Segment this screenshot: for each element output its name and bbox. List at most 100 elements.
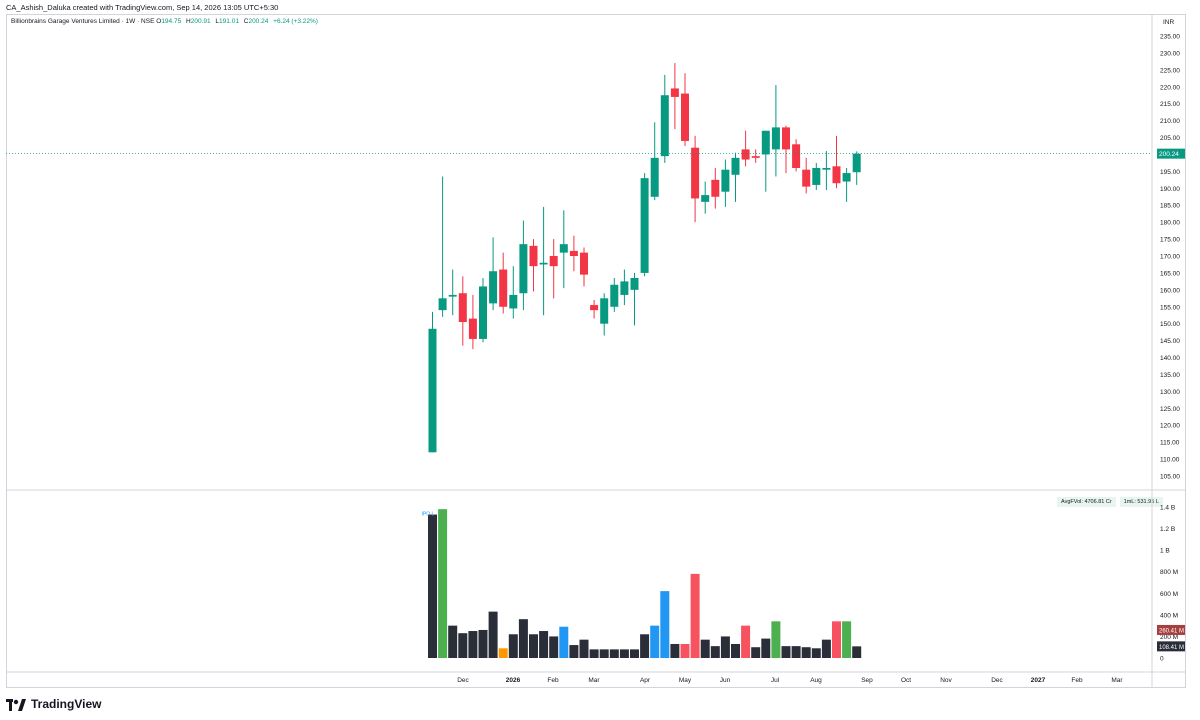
- open-value: 194.75: [161, 18, 182, 25]
- volume-bar: [529, 634, 538, 658]
- candle-body: [721, 169, 730, 192]
- candle-body: [650, 157, 659, 197]
- candle-body: [428, 328, 437, 453]
- volume-bar: [842, 621, 852, 658]
- time-tick-label: Apr: [640, 677, 651, 684]
- volume-bar: [660, 591, 670, 658]
- ipo-marker-label: IPO L: [422, 512, 435, 518]
- candle-body: [741, 149, 750, 160]
- volume-badge-1-label: 260.41 M: [1159, 628, 1184, 634]
- volume-bar: [650, 625, 660, 658]
- price-tick-label: 110.00: [1160, 457, 1180, 464]
- symbol-legend: Billionbrains Garage Ventures Limited · …: [11, 18, 318, 25]
- volume-bar: [640, 634, 650, 658]
- price-tick-label: 170.00: [1160, 254, 1180, 261]
- price-tick-label: 160.00: [1160, 287, 1180, 294]
- tradingview-logo[interactable]: TradingView: [6, 697, 101, 711]
- candle-body: [782, 127, 790, 150]
- volume-bar: [549, 636, 559, 658]
- high-label: H: [186, 18, 191, 25]
- volume-tick-label: 1 B: [1160, 548, 1170, 555]
- volume-bar: [741, 625, 751, 658]
- candle-body: [438, 298, 447, 311]
- volume-bar: [811, 648, 821, 658]
- volume-bar: [609, 649, 619, 658]
- volume-bar: [518, 619, 528, 658]
- candle-body: [519, 244, 528, 294]
- volume-tick-label: 400 M: [1160, 612, 1178, 619]
- price-tick-label: 210.00: [1160, 118, 1180, 125]
- volume-bar: [670, 643, 680, 658]
- chart-credit: CA_Ashish_Daluka created with TradingVie…: [6, 3, 279, 12]
- volume-bar: [438, 509, 448, 658]
- time-tick-label: Sep: [861, 677, 873, 684]
- volume-bar: [832, 621, 841, 658]
- volume-bar: [690, 573, 700, 658]
- close-value: 200.24: [248, 18, 269, 25]
- volume-bar: [821, 639, 831, 658]
- price-tick-label: 235.00: [1160, 34, 1180, 41]
- time-tick-label: Jun: [720, 677, 731, 684]
- candle-body: [499, 269, 508, 307]
- volume-bar: [801, 647, 811, 658]
- time-tick-label: Mar: [588, 677, 600, 684]
- volume-badge-1: [1157, 624, 1185, 635]
- volume-badge-2: [1157, 641, 1185, 652]
- candle-body: [448, 294, 457, 297]
- time-tick-label: Feb: [1071, 677, 1083, 684]
- candle-body: [681, 93, 689, 141]
- symbol-name[interactable]: Billionbrains Garage Ventures Limited · …: [11, 18, 155, 25]
- candle-body: [660, 95, 669, 157]
- candle-body: [812, 168, 821, 185]
- price-tick-label: 205.00: [1160, 135, 1180, 142]
- time-tick-label: Jul: [771, 677, 780, 684]
- candle-body: [852, 153, 861, 173]
- volume-bar: [448, 625, 458, 658]
- open-label: O: [156, 18, 162, 25]
- volume-bar: [720, 636, 730, 658]
- volume-bar: [488, 611, 498, 658]
- volume-bar: [630, 649, 639, 658]
- time-tick-label: Dec: [457, 677, 469, 684]
- price-tick-label: 180.00: [1160, 220, 1180, 227]
- candle-body: [802, 169, 811, 187]
- candle-body: [580, 252, 588, 275]
- candle-body: [600, 298, 609, 324]
- candle-body: [630, 278, 639, 290]
- candle-body: [832, 166, 841, 184]
- candle-body: [771, 127, 780, 150]
- price-tick-label: 225.00: [1160, 67, 1180, 74]
- volume-badge-2-label: 108.41 M: [1159, 645, 1184, 651]
- volume-tick-label: 200 M: [1160, 634, 1178, 641]
- price-tick-label: 105.00: [1160, 474, 1180, 481]
- currency-label[interactable]: INR: [1163, 19, 1175, 26]
- chart-frame: [6, 14, 1186, 688]
- time-tick-label: May: [679, 677, 692, 684]
- one-ml-stat: 1mL: 531.95 L: [1119, 497, 1163, 507]
- tradingview-logo-icon: [6, 698, 26, 711]
- volume-bar: [619, 649, 629, 658]
- price-tick-label: 150.00: [1160, 321, 1180, 328]
- volume-bar: [428, 514, 437, 658]
- price-tick-label: 155.00: [1160, 304, 1180, 311]
- candle-body: [822, 168, 831, 170]
- close-label: C: [243, 18, 249, 25]
- price-tick-label: 230.00: [1160, 50, 1180, 57]
- volume-bar: [731, 643, 740, 658]
- price-tick-label: 175.00: [1160, 237, 1180, 244]
- candle-body: [761, 130, 770, 155]
- volume-bar: [852, 646, 862, 658]
- volume-bar: [751, 647, 761, 658]
- volume-bar: [599, 649, 609, 658]
- price-tick-label: 120.00: [1160, 423, 1180, 430]
- candle-body: [701, 195, 710, 202]
- candle-body: [792, 144, 801, 168]
- candle-body: [458, 293, 467, 322]
- price-tick-label: 165.00: [1160, 270, 1180, 277]
- candle-body: [539, 262, 548, 265]
- volume-bar: [791, 646, 801, 658]
- price-tick-label: 135.00: [1160, 372, 1180, 379]
- volume-bar: [458, 633, 468, 658]
- candle-body: [489, 271, 498, 304]
